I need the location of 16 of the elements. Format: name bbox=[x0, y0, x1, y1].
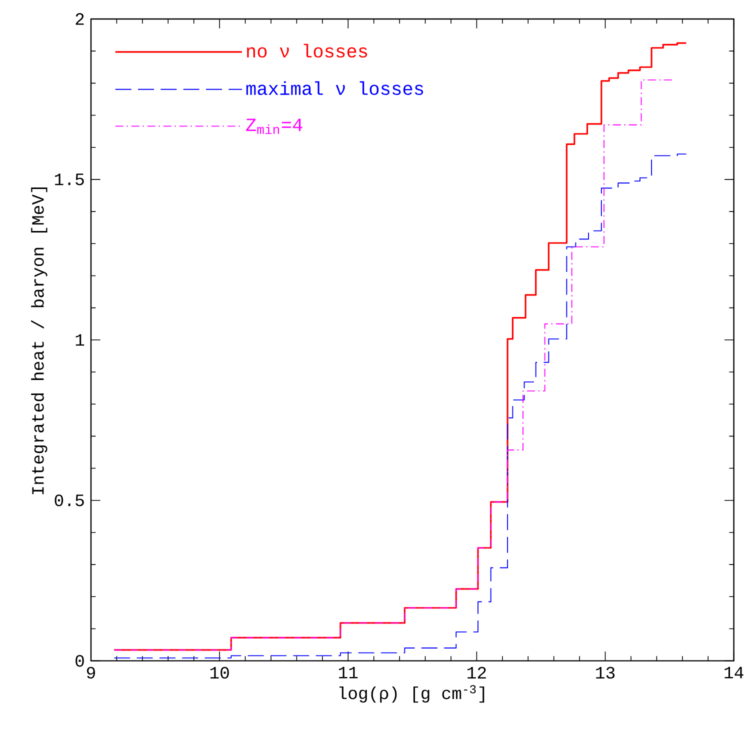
x-tick-label: 10 bbox=[210, 666, 229, 679]
y-tick-label: 2 bbox=[76, 13, 84, 25]
y-tick-label: 1 bbox=[76, 334, 84, 346]
x-tick-label: 13 bbox=[596, 666, 615, 679]
y-tick-label: 0 bbox=[76, 655, 84, 667]
y-axis-title: Integrated heat / baryon [MeV] bbox=[31, 188, 48, 494]
x-tick-label: 12 bbox=[468, 666, 486, 679]
x-tick-label: 14 bbox=[724, 666, 744, 678]
x-tick-label: 9 bbox=[86, 666, 95, 679]
text: maximal ν losses bbox=[246, 81, 424, 96]
x-axis-title: log(ρ) [g cm$^{-3}$] bbox=[339, 685, 484, 703]
y-tick-label: 1.5 bbox=[55, 174, 84, 186]
text: no ν losses bbox=[247, 44, 368, 58]
text: Z$_{min}$=4 bbox=[246, 118, 302, 134]
x-tick-label: 11 bbox=[338, 666, 358, 678]
y-tick-label: 0.5 bbox=[54, 494, 84, 506]
